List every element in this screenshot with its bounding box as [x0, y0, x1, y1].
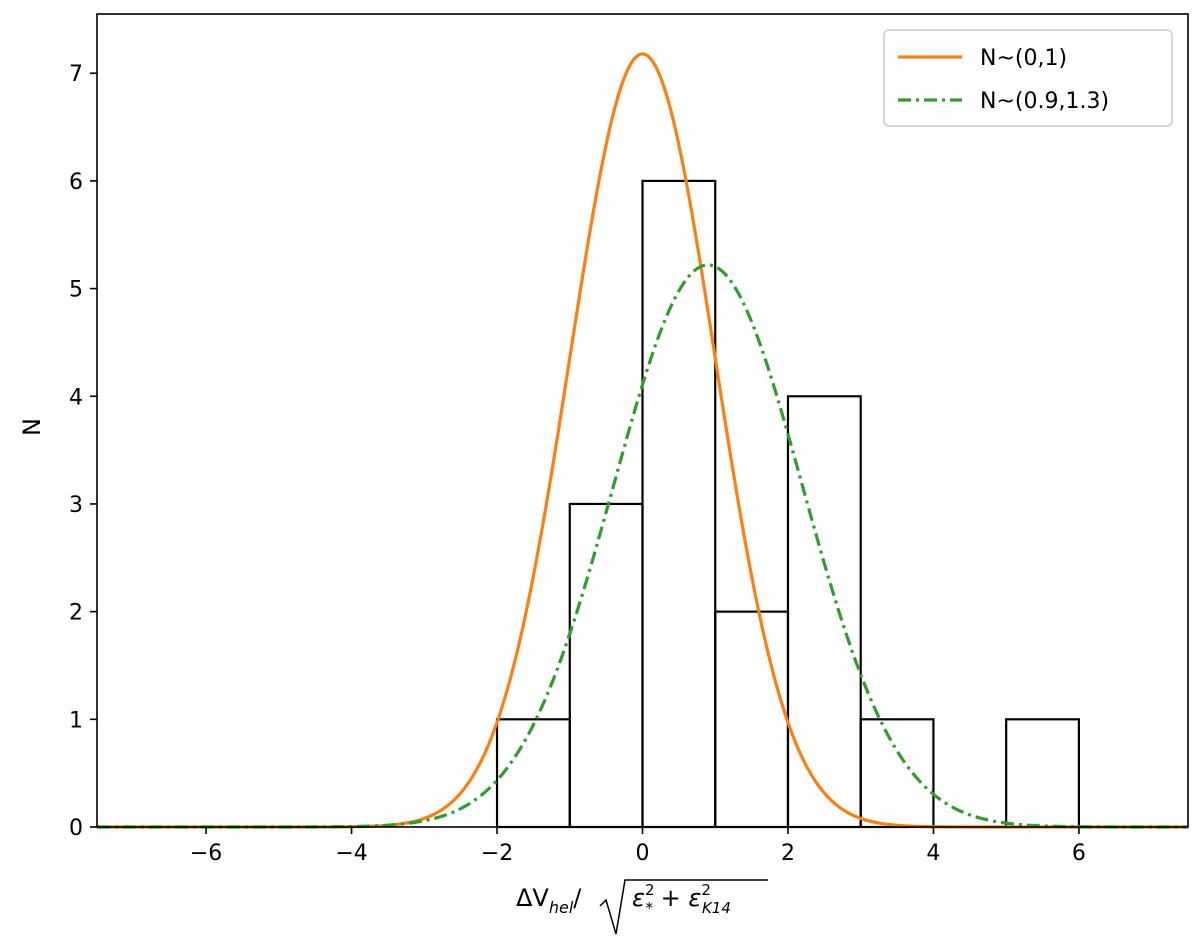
histogram-bar	[641, 179, 717, 829]
y-tick-label: 3	[69, 493, 83, 518]
y-tick-label: 4	[69, 385, 83, 410]
y-tick-label: 2	[69, 601, 83, 626]
legend: N~(0,1) N~(0.9,1.3)	[883, 29, 1173, 127]
histogram-bars	[495, 179, 1081, 829]
svg-text:ΔVhel/: ΔVhel/	[516, 884, 582, 917]
histogram-bar	[495, 718, 571, 829]
y-tick-label: 6	[69, 170, 83, 195]
y-axis-ticks: 0 1 2 3 4 5 6 7	[69, 62, 97, 841]
y-axis-label: N	[18, 418, 46, 436]
histogram-bar	[568, 502, 644, 829]
x-axis-label: ΔVhel/ ε2 * + ε2 K14	[516, 879, 768, 935]
legend-label-normal-0-1: N~(0,1)	[980, 46, 1067, 71]
histogram-bar	[859, 718, 935, 829]
curve-normal-0.9-1.3	[97, 263, 1188, 829]
x-tick-label: 0	[636, 841, 650, 866]
y-tick-label: 0	[69, 816, 83, 841]
histogram-bar	[714, 610, 790, 829]
x-tick-label: 4	[926, 841, 940, 866]
histogram-bar	[1005, 718, 1081, 829]
x-tick-label: 2	[781, 841, 795, 866]
x-tick-label: −2	[481, 841, 513, 866]
legend-label-normal-0.9-1.3: N~(0.9,1.3)	[980, 89, 1109, 114]
legend-box	[883, 29, 1173, 127]
histogram-bar	[786, 395, 862, 829]
x-tick-label: −4	[335, 841, 367, 866]
x-axis-ticks: −6 −4 −2 0 2 4 6	[190, 827, 1086, 866]
y-tick-label: 5	[69, 278, 83, 303]
x-tick-label: 6	[1072, 841, 1086, 866]
y-tick-label: 7	[69, 62, 83, 87]
y-tick-label: 1	[69, 708, 83, 733]
x-tick-label: −6	[190, 841, 222, 866]
